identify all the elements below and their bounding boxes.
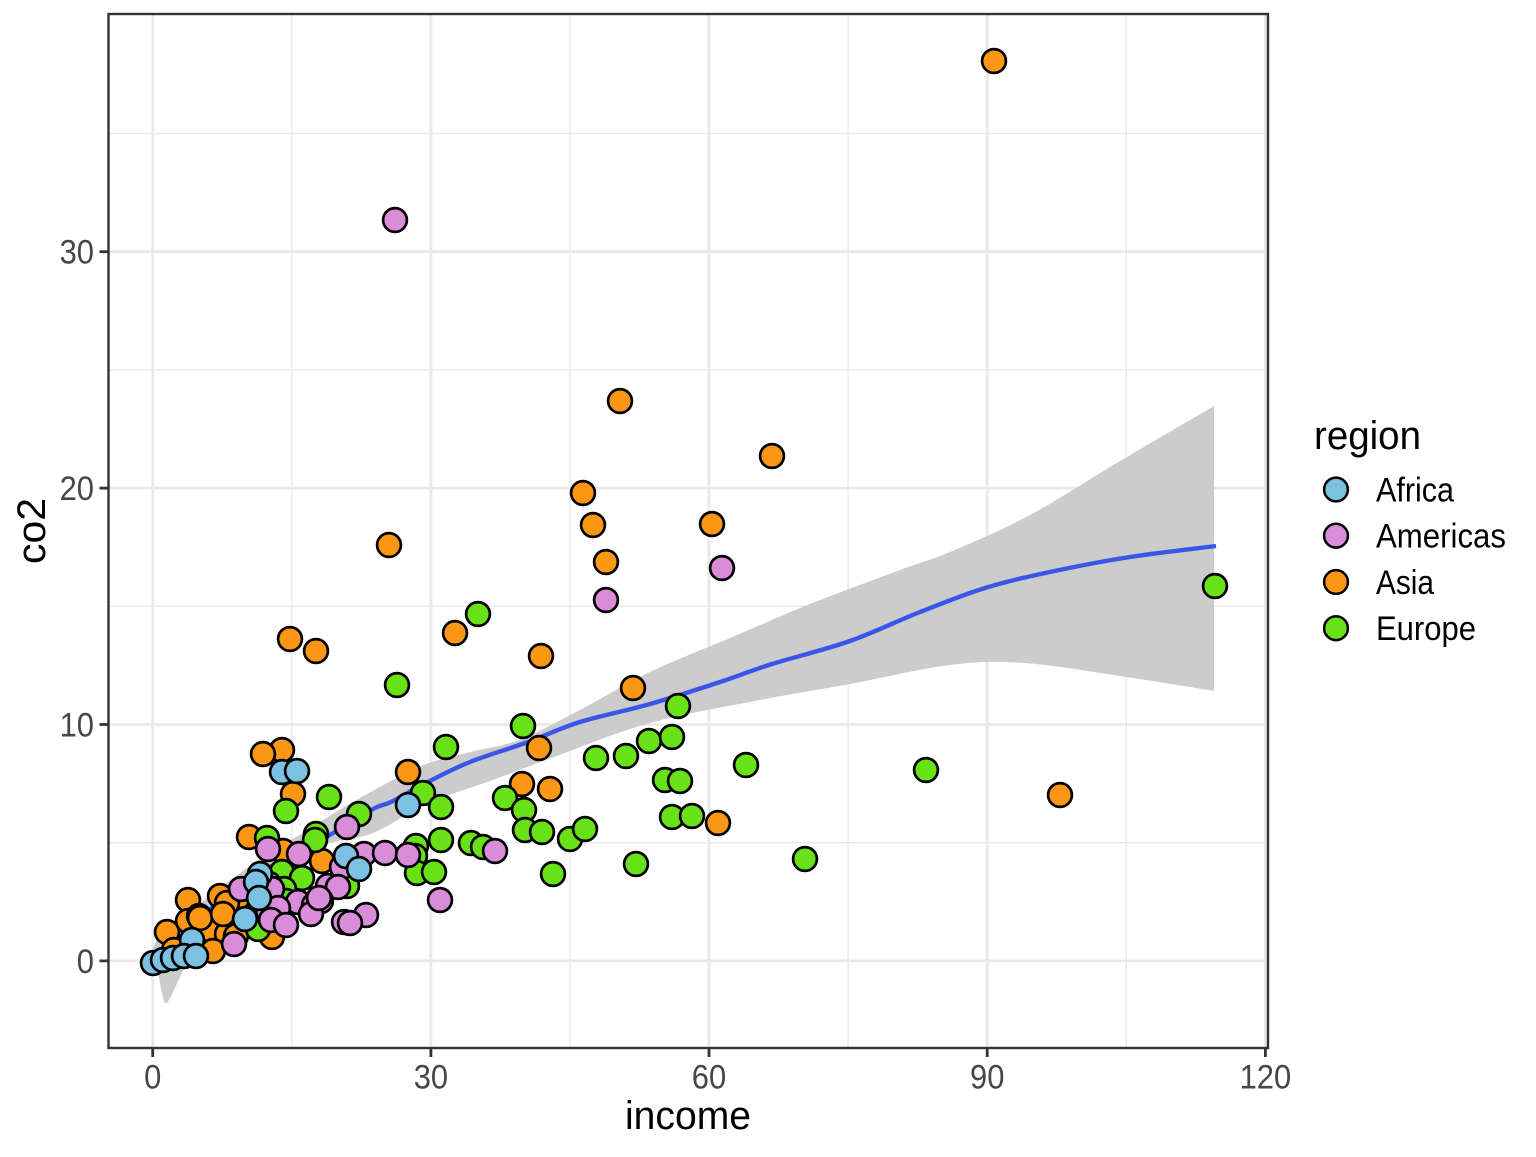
svg-text:Africa: Africa (1376, 472, 1454, 510)
svg-text:10: 10 (60, 707, 94, 745)
svg-text:0: 0 (144, 1059, 161, 1097)
svg-text:Europe: Europe (1376, 610, 1476, 648)
svg-text:30: 30 (414, 1059, 448, 1097)
svg-text:60: 60 (692, 1059, 726, 1097)
svg-text:0: 0 (77, 943, 94, 981)
svg-text:region: region (1314, 414, 1421, 458)
svg-text:120: 120 (1240, 1059, 1292, 1097)
svg-text:30: 30 (60, 234, 94, 272)
svg-text:Americas: Americas (1376, 518, 1506, 556)
svg-text:co2: co2 (10, 498, 54, 564)
svg-text:90: 90 (970, 1059, 1004, 1097)
svg-text:income: income (625, 1094, 751, 1138)
svg-text:Asia: Asia (1376, 564, 1434, 602)
svg-text:20: 20 (60, 470, 94, 508)
